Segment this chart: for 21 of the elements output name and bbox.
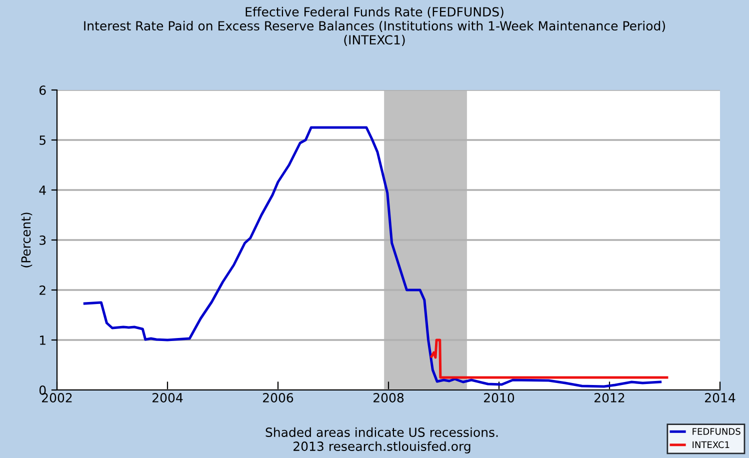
y-axis-title: (Percent) [20, 212, 32, 268]
y-tick-label: 1 [40, 336, 46, 345]
y-tick-label: 3 [40, 235, 46, 245]
legend-label: FEDFUNDS [692, 428, 740, 435]
y-tick-label: 5 [40, 136, 46, 145]
y-tick-label: 4 [39, 186, 46, 195]
x-tick-label: 2002 [42, 393, 72, 402]
x-tick-label: 2014 [705, 393, 736, 402]
chart-title: Effective Federal Funds Rate (FEDFUNDS) Interest Rate Paid on Excess Reserve Balances (Institutions with 1-Week Maintenance Period) (INTEXC1) [84, 6, 665, 46]
y-tick-label: 6 [40, 85, 46, 95]
legend-label: INTEXC1 [692, 441, 730, 448]
y-tick-label: 0 [39, 385, 46, 395]
x-tick-label: 2010 [484, 393, 514, 402]
x-tick-label: 2004 [152, 393, 183, 402]
x-tick-label: 2012 [594, 393, 624, 402]
line-series [430, 338, 668, 379]
text: Shaded areas indicate US recessions. 2013 research.stlouisfed.org [266, 427, 498, 454]
x-tick-label: 2008 [374, 393, 404, 402]
x-tick-label: 2006 [263, 393, 294, 402]
line-series [83, 126, 662, 388]
y-tick-label: 2 [40, 285, 46, 295]
